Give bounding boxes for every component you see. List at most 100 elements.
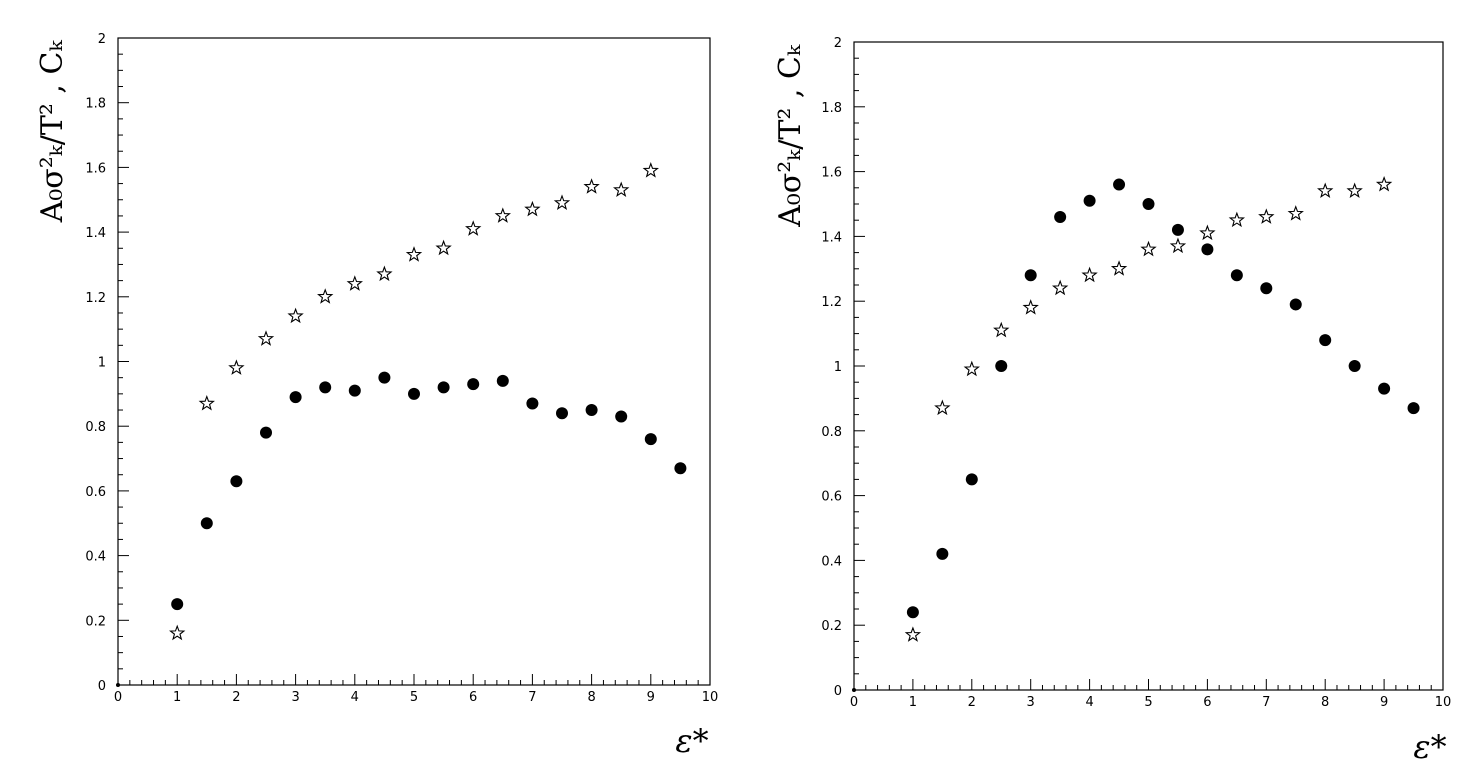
star-point bbox=[1081, 266, 1098, 283]
x-tick-label: 7 bbox=[1262, 695, 1270, 710]
circle-point bbox=[936, 547, 949, 560]
star-point bbox=[642, 162, 659, 178]
x-tick-label: 8 bbox=[1321, 695, 1329, 710]
x-tick-label: 9 bbox=[1380, 695, 1388, 710]
star-point bbox=[583, 178, 600, 194]
star-point bbox=[198, 394, 215, 411]
x-axis-title: ε* bbox=[675, 722, 708, 760]
x-axis-title: ε* bbox=[1413, 728, 1446, 766]
x-tick-label: 7 bbox=[528, 690, 536, 705]
y-tick-label: 0 bbox=[834, 684, 842, 699]
circle-point bbox=[496, 374, 509, 387]
star-point bbox=[169, 624, 186, 641]
star-point bbox=[435, 239, 452, 256]
star-point bbox=[346, 275, 363, 291]
circle-point bbox=[1260, 282, 1273, 295]
circle-point bbox=[1054, 210, 1067, 223]
y-tick-label: 0.6 bbox=[85, 485, 106, 500]
star-point bbox=[1110, 260, 1128, 276]
star-point bbox=[1317, 182, 1334, 198]
circle-point bbox=[1142, 198, 1155, 210]
series-star bbox=[904, 175, 1393, 642]
y-axis-title: A₀σ²ₖ/T² , Cₖ bbox=[35, 40, 70, 224]
y-tick-label: 1.6 bbox=[821, 166, 842, 181]
y-tick-label: 1 bbox=[98, 356, 106, 371]
circle-point bbox=[467, 378, 480, 391]
y-tick-label: 0 bbox=[98, 679, 106, 694]
y-tick-label: 1.2 bbox=[85, 291, 106, 306]
x-tick-label: 0 bbox=[850, 695, 858, 710]
series-star bbox=[169, 162, 659, 641]
x-tick-label: 2 bbox=[968, 695, 976, 710]
x-tick-label: 5 bbox=[1144, 695, 1152, 710]
star-point bbox=[1140, 240, 1157, 257]
x-tick-label: 4 bbox=[351, 690, 359, 705]
star-point bbox=[465, 220, 482, 236]
star-point bbox=[1287, 205, 1304, 221]
star-point bbox=[228, 359, 245, 375]
circle-point bbox=[260, 426, 272, 439]
x-tick-label: 1 bbox=[173, 690, 181, 705]
x-tick-label: 9 bbox=[647, 690, 655, 705]
y-axis-title: A₀σ²ₖ/T² , Cₖ bbox=[773, 44, 808, 228]
circle-point bbox=[1113, 178, 1126, 191]
circle-point bbox=[1024, 269, 1037, 282]
y-tick-label: 2 bbox=[834, 36, 842, 51]
y-tick-label: 1 bbox=[834, 360, 842, 375]
star-point bbox=[1375, 175, 1393, 192]
circle-point bbox=[1230, 269, 1243, 282]
circle-point bbox=[230, 475, 243, 488]
y-tick-label: 0.6 bbox=[821, 490, 842, 505]
series-filled-circle bbox=[116, 371, 687, 687]
circle-point bbox=[378, 371, 391, 384]
circle-point bbox=[1201, 243, 1214, 256]
circle-point bbox=[1378, 382, 1391, 395]
x-tick-label: 3 bbox=[1027, 695, 1035, 710]
circle-point bbox=[116, 683, 120, 687]
x-tick-label: 2 bbox=[232, 690, 240, 705]
star-point bbox=[376, 265, 393, 282]
x-tick-label: 5 bbox=[410, 690, 418, 705]
chart-left: 0 1 2 3 4 5 6 7 8 9 10 0 0.2 0.4 0.6 0.8 1 1.2 1.4 1.6 1.8 2 A… bbox=[35, 32, 718, 760]
y-tick-label: 1.4 bbox=[85, 226, 106, 241]
star-point bbox=[1228, 211, 1246, 228]
y-tick-label: 1.4 bbox=[821, 230, 842, 245]
y-tick-label: 0.8 bbox=[85, 420, 106, 435]
y-tick-label: 2 bbox=[98, 32, 106, 47]
star-point bbox=[1022, 299, 1039, 315]
y-tick-label: 0.2 bbox=[85, 614, 106, 629]
x-tick-label: 6 bbox=[1203, 695, 1211, 710]
circle-point bbox=[852, 688, 856, 692]
circle-point bbox=[348, 384, 361, 397]
x-tick-label: 8 bbox=[587, 690, 595, 705]
circle-point bbox=[1348, 360, 1361, 372]
plot-frame bbox=[117, 37, 711, 686]
x-tick-label: 10 bbox=[702, 690, 719, 705]
circle-point bbox=[1289, 298, 1302, 311]
star-point bbox=[553, 194, 571, 210]
star-point bbox=[1051, 279, 1069, 296]
chart-right: 0 1 2 3 4 5 6 7 8 9 10 0 0.2 0.4 0.6 0.8 1 1.2 1.4 1.6 1.8 2 A… bbox=[773, 36, 1451, 766]
x-tick-label: 10 bbox=[1435, 695, 1452, 710]
circle-point bbox=[1171, 223, 1184, 236]
y-tick-label: 0.4 bbox=[85, 550, 106, 565]
circle-point bbox=[965, 473, 978, 486]
star-point bbox=[494, 207, 511, 223]
circle-point bbox=[644, 433, 657, 446]
circle-point bbox=[615, 410, 628, 423]
star-point bbox=[1346, 182, 1363, 198]
circle-point bbox=[1319, 334, 1332, 347]
star-point bbox=[287, 307, 304, 324]
circle-point bbox=[319, 381, 332, 394]
circle-point bbox=[1083, 194, 1096, 207]
y-tick-label: 1.8 bbox=[821, 101, 842, 116]
star-point bbox=[993, 321, 1010, 338]
circle-point bbox=[1407, 402, 1420, 415]
y-tick-label: 0.4 bbox=[821, 554, 842, 569]
circle-point bbox=[408, 387, 420, 400]
circle-point bbox=[995, 360, 1008, 372]
series-filled-circle bbox=[852, 178, 1420, 692]
star-point bbox=[963, 360, 980, 377]
star-point bbox=[257, 330, 275, 346]
